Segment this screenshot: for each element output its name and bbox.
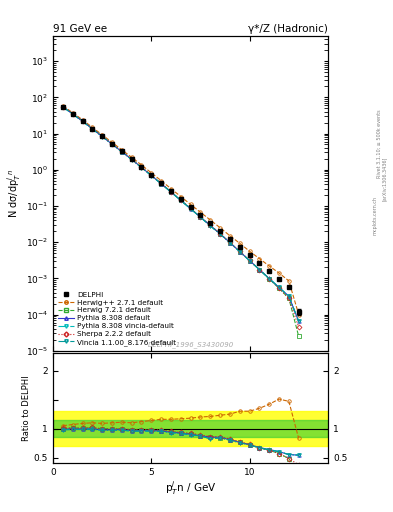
Text: 91 GeV ee: 91 GeV ee — [53, 24, 107, 34]
X-axis label: p$_T^j$n / GeV: p$_T^j$n / GeV — [165, 479, 217, 497]
Y-axis label: N dσ/dp$_T^j$$^n$: N dσ/dp$_T^j$$^n$ — [5, 169, 23, 218]
Text: [arXiv:1306.3436]: [arXiv:1306.3436] — [382, 157, 387, 201]
Text: DELPHI_1996_S3430090: DELPHI_1996_S3430090 — [147, 341, 234, 348]
Legend: DELPHI, Herwig++ 2.7.1 default, Herwig 7.2.1 default, Pythia 8.308 default, Pyth: DELPHI, Herwig++ 2.7.1 default, Herwig 7… — [57, 290, 178, 347]
Text: Rivet 3.1.10; ≥ 500k events: Rivet 3.1.10; ≥ 500k events — [377, 109, 382, 178]
Y-axis label: Ratio to DELPHI: Ratio to DELPHI — [22, 375, 31, 441]
Text: mcplots.cern.ch: mcplots.cern.ch — [373, 196, 378, 234]
Text: γ*/Z (Hadronic): γ*/Z (Hadronic) — [248, 24, 328, 34]
